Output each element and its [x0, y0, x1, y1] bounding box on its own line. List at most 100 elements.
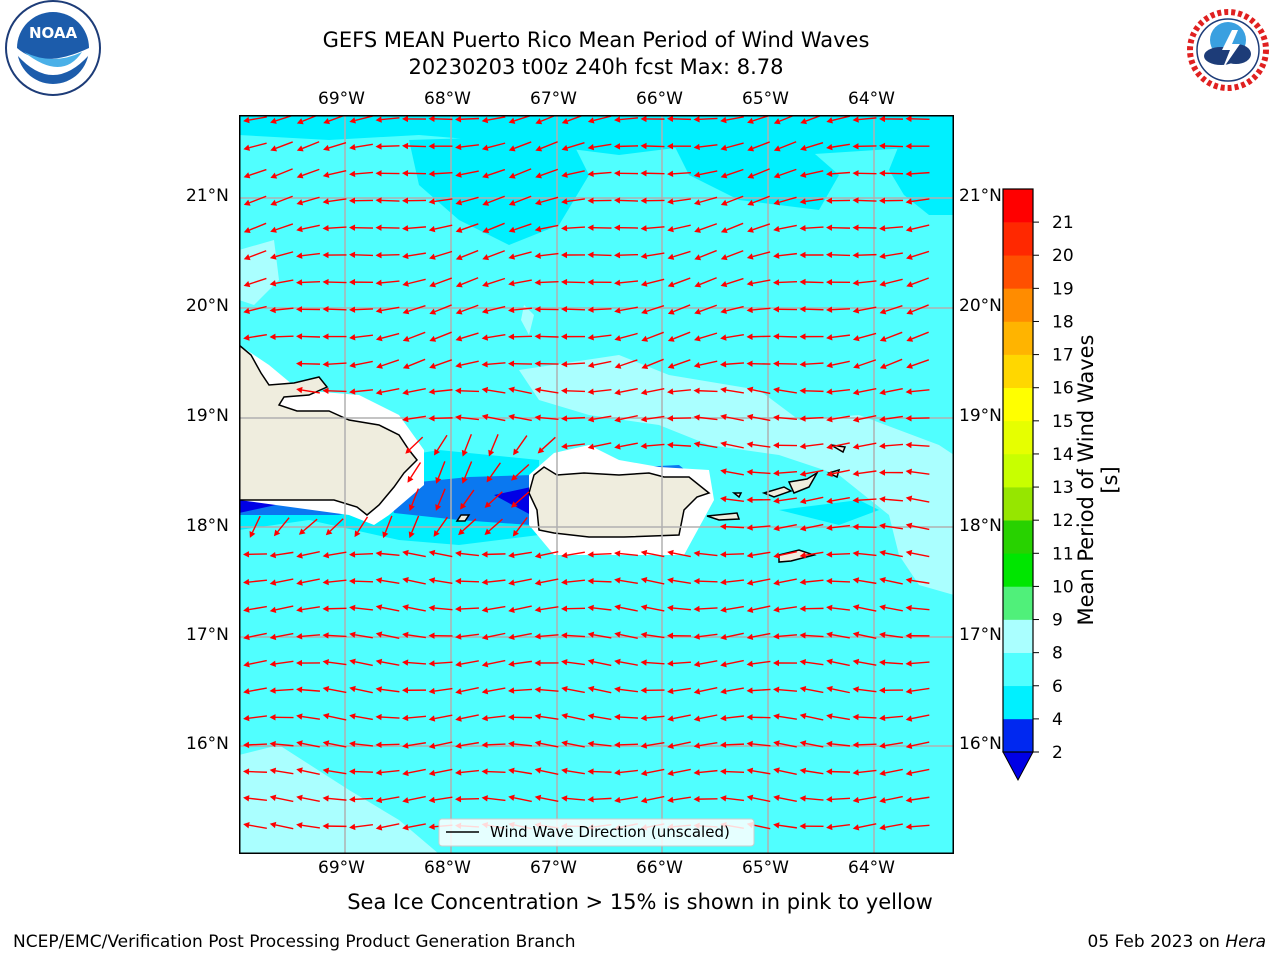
wave-direction-arrowhead	[879, 252, 886, 260]
wave-direction-arrow	[302, 168, 320, 177]
wave-direction-arrowhead	[905, 388, 912, 395]
wave-direction-arrowhead	[296, 306, 303, 313]
wave-direction-arrowhead	[693, 361, 701, 369]
wave-direction-arrowhead	[375, 577, 383, 584]
wave-direction-arrow	[248, 743, 268, 746]
wave-direction-arrow	[540, 551, 559, 557]
wave-direction-arrow	[805, 170, 824, 176]
colorbar-tick-label: 11	[1052, 544, 1074, 564]
wave-direction-arrow	[381, 199, 400, 202]
wave-direction-arrow	[566, 308, 586, 311]
wave-direction-arrowhead	[296, 279, 303, 286]
wave-direction-arrowhead	[614, 389, 621, 396]
wave-direction-arrow	[858, 823, 877, 829]
wave-direction-arrowhead	[455, 660, 462, 668]
wave-direction-arrowhead	[508, 714, 515, 721]
wave-direction-arrowhead	[826, 713, 833, 720]
wave-direction-arrow	[778, 252, 798, 257]
wave-direction-arrow	[858, 769, 877, 774]
wave-direction-arrowhead	[799, 713, 807, 720]
wave-direction-arrowhead	[852, 796, 860, 804]
wave-direction-arrowhead	[826, 658, 833, 665]
wave-direction-arrowhead	[905, 198, 913, 205]
wave-direction-arrowhead	[826, 768, 833, 775]
wave-direction-arrowhead	[879, 142, 886, 150]
colorbar-segment	[1003, 387, 1033, 422]
wave-direction-arrowhead	[269, 821, 277, 829]
wave-direction-arrow	[460, 360, 479, 366]
wave-direction-arrowhead	[481, 307, 489, 314]
colorbar-tick-label: 8	[1052, 644, 1063, 664]
wave-direction-arrow	[566, 770, 585, 775]
wave-direction-arrow	[408, 278, 426, 285]
wave-direction-arrowhead	[640, 577, 648, 584]
wave-direction-arrowhead	[269, 333, 276, 340]
wave-direction-arrow	[487, 553, 506, 556]
wave-direction-arrow	[487, 250, 505, 258]
wave-direction-arrow	[832, 115, 850, 122]
wave-direction-arrowhead	[296, 552, 303, 559]
wave-direction-arrowhead	[402, 142, 409, 150]
wave-direction-arrowhead	[375, 335, 383, 342]
wave-direction-arrowhead	[322, 306, 329, 313]
colorbar-tick-label: 10	[1052, 577, 1074, 597]
wave-direction-arrowhead	[481, 795, 488, 802]
wave-direction-arrow	[515, 516, 528, 533]
wave-direction-arrow	[593, 552, 612, 556]
wave-direction-arrowhead	[349, 117, 356, 124]
wave-direction-arrow	[381, 633, 400, 639]
wave-direction-arrowhead	[720, 551, 727, 558]
colorbar-tick-label: 20	[1052, 246, 1074, 266]
wave-direction-arrow	[911, 198, 930, 203]
wave-direction-arrow	[462, 489, 475, 506]
wave-direction-arrowhead	[879, 714, 886, 722]
wave-direction-arrow	[858, 306, 877, 312]
land-mass	[239, 344, 847, 563]
wave-direction-arrowhead	[508, 145, 516, 152]
wave-direction-arrow	[514, 168, 532, 177]
wave-direction-arrowhead	[270, 226, 277, 233]
wave-direction-arrowhead	[667, 715, 674, 722]
wave-direction-arrow	[858, 332, 877, 339]
wave-direction-arrowhead	[561, 118, 569, 125]
wave-direction-arrowhead	[800, 118, 807, 125]
wave-direction-arrow	[831, 254, 851, 257]
wave-direction-arrow	[699, 304, 718, 313]
colorbar-segment	[1003, 420, 1033, 455]
wave-direction-arrow	[699, 144, 718, 148]
footer-left: NCEP/EMC/Verification Post Processing Pr…	[13, 932, 576, 952]
wave-direction-arrowhead	[298, 528, 306, 535]
wave-direction-arrow	[487, 659, 506, 665]
wave-direction-arrowhead	[402, 631, 409, 639]
wave-direction-arrow	[725, 770, 745, 774]
wave-direction-arrow	[672, 444, 692, 447]
wave-direction-arrowhead	[269, 687, 276, 694]
wave-direction-arrow	[249, 142, 267, 149]
wave-direction-arrow	[752, 632, 771, 638]
wave-direction-arrow	[858, 688, 877, 693]
wave-direction-arrow	[752, 797, 771, 803]
wave-direction-arrowhead	[773, 279, 780, 286]
wave-direction-arrow	[381, 145, 400, 148]
wave-direction-arrowhead	[323, 144, 330, 152]
wave-direction-arrowhead	[323, 118, 330, 125]
wave-direction-arrow	[619, 743, 639, 746]
wave-direction-arrow	[805, 142, 824, 149]
colorbar-tick-label: 17	[1052, 346, 1074, 366]
wave-direction-arrowhead	[614, 796, 621, 804]
wave-direction-arrowhead	[322, 333, 329, 340]
wave-direction-arrowhead	[375, 686, 382, 693]
wave-direction-arrow	[566, 715, 585, 721]
wave-direction-arrow	[779, 196, 797, 203]
wave-direction-arrowhead	[667, 441, 674, 449]
colorbar-tick-label: 12	[1052, 511, 1074, 531]
wave-direction-arrowhead	[296, 199, 304, 206]
wave-direction-arrow	[460, 144, 480, 148]
wave-direction-arrowhead	[799, 251, 806, 259]
wave-direction-arrowhead	[852, 389, 860, 396]
wave-direction-arrow	[778, 769, 797, 775]
wave-direction-arrow	[752, 223, 771, 231]
wave-direction-arrowhead	[852, 335, 860, 342]
wave-direction-arrowhead	[534, 713, 542, 720]
wave-direction-arrowhead	[322, 578, 329, 586]
